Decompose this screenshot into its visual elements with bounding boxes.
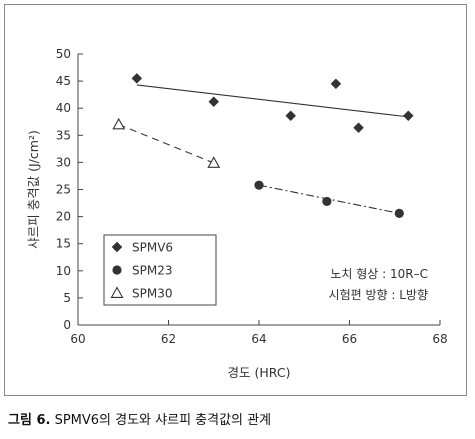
chart-svg: 0 5 10 15 20 25 30 35 40 45 50 60 62 64 66 68 경도 (HRC) 샤르… <box>26 47 448 380</box>
y-tick-label: 30 <box>56 155 71 169</box>
trend-line-spm30 <box>118 123 214 164</box>
data-point-spm23 <box>322 196 332 207</box>
legend-marker-spm30 <box>110 286 124 298</box>
legend-marker-spmv6 <box>111 241 123 253</box>
x-tick-label: 62 <box>161 332 176 346</box>
data-point-spmv6 <box>330 78 342 90</box>
data-point-spmv6 <box>208 96 220 108</box>
x-tick-label: 68 <box>432 332 447 346</box>
y-tick-label: 15 <box>56 237 71 251</box>
data-point-spm23 <box>394 208 404 218</box>
data-point-spmv6 <box>285 110 297 122</box>
x-tick-label: 66 <box>342 332 357 346</box>
data-point-spm30 <box>207 156 221 168</box>
y-tick-label: 35 <box>56 128 71 142</box>
legend-marker-spm23 <box>112 265 122 275</box>
data-point-spmv6 <box>131 73 143 84</box>
y-axis-title: 샤르피 충격값 (J/cm²) <box>26 130 41 249</box>
y-tick-label: 0 <box>63 318 71 332</box>
data-point-spm23 <box>254 180 264 190</box>
y-tick-label: 10 <box>56 264 71 278</box>
y-tick-label: 5 <box>63 291 71 305</box>
figure-caption: 그림 6. SPMV6의 경도와 샤르피 충격값의 관계 <box>8 409 271 428</box>
y-tick-label: 25 <box>56 183 71 197</box>
annotation-text: 노치 형상 : 10R–C <box>330 267 428 281</box>
figure-frame <box>4 4 467 396</box>
x-axis-title: 경도 (HRC) <box>228 365 291 380</box>
data-point-spm30 <box>112 117 126 130</box>
data-point-spmv6 <box>353 122 364 134</box>
y-tick-label: 50 <box>56 47 71 61</box>
legend-label-spm30: SPM30 <box>132 287 172 301</box>
trend-line-spmv6 <box>136 84 409 118</box>
y-tick-label: 20 <box>56 210 71 224</box>
caption-label: 그림 6. <box>8 413 51 428</box>
caption-text: SPMV6의 경도와 샤르피 충격값의 관계 <box>50 413 272 428</box>
data-point-spmv6 <box>402 110 414 122</box>
x-tick-label: 64 <box>251 332 266 346</box>
legend-label-spmv6: SPMV6 <box>132 241 173 255</box>
legend-label-spm23: SPM23 <box>132 264 172 278</box>
y-tick-label: 40 <box>56 101 71 115</box>
x-tick-label: 60 <box>70 332 85 346</box>
y-tick-label: 45 <box>56 74 71 88</box>
legend-box <box>103 234 217 306</box>
annotation-text: 시험편 방향 : L방향 <box>329 288 428 302</box>
